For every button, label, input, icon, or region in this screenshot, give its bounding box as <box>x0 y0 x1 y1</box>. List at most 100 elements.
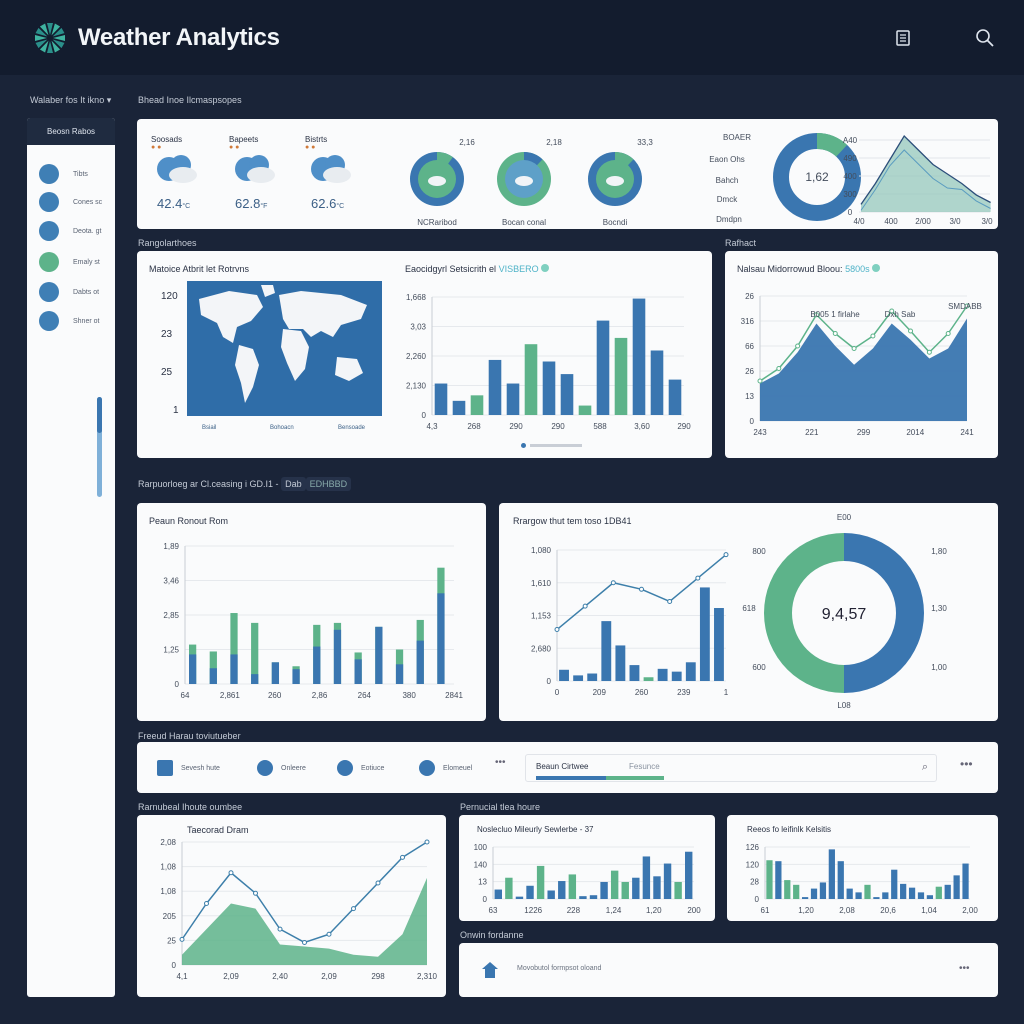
sidebar-item[interactable]: Tibts <box>39 164 88 184</box>
sidebar-scrollbar[interactable] <box>97 397 102 497</box>
x-tick: 3,60 <box>634 422 650 431</box>
chip[interactable]: Dab <box>281 477 306 491</box>
world-map[interactable] <box>187 281 382 416</box>
bar <box>819 882 827 899</box>
bar <box>801 897 809 899</box>
map-title: Matoice Atbrit let Rotrvns <box>149 264 250 274</box>
sidebar-item[interactable]: Dabts ot <box>39 282 99 302</box>
y-tick: 0 <box>547 677 552 686</box>
bar <box>578 405 592 415</box>
y-tick: 26 <box>745 367 754 376</box>
bar <box>313 646 321 684</box>
bar <box>674 881 682 899</box>
bar <box>663 863 672 899</box>
bar <box>953 875 960 899</box>
x-tick: 1,04 <box>921 906 937 915</box>
city-weather[interactable]: Bapeets ● ● 62.8°F <box>229 135 279 211</box>
bar <box>657 668 668 681</box>
bar <box>828 849 835 899</box>
combo-title: Rrargow thut tem toso 1DB41 <box>513 516 632 526</box>
x-tick: 2014 <box>906 428 924 437</box>
map-y-tick: 25 <box>161 367 173 378</box>
sidebar-dropdown[interactable]: Walaber fos It ikno ▾ <box>30 95 111 106</box>
donut-label: 618 <box>742 604 756 613</box>
city-weather[interactable]: Bistrts ● ● 62.6°C <box>305 135 355 211</box>
bar <box>944 884 951 899</box>
chip[interactable]: EDHBBD <box>305 477 352 491</box>
y-tick: 126 <box>746 843 760 852</box>
data-point <box>375 880 381 886</box>
more-icon[interactable]: ••• <box>495 757 506 768</box>
bar <box>935 886 942 899</box>
x-tick: 221 <box>805 428 819 437</box>
temperature-value: 42.4°C <box>157 196 201 211</box>
pager-track[interactable] <box>530 444 582 447</box>
ring-gauge[interactable]: 2,16 NCRaribod <box>407 133 497 233</box>
wave-card: Taecorad Dram 0 25 205 1,08 1,08 2,08 4,1 2,09 2… <box>137 815 446 997</box>
map-x-label: Bensoade <box>338 425 366 431</box>
donut-label: 1,00 <box>931 663 947 672</box>
bar <box>766 860 773 899</box>
list-icon[interactable] <box>894 29 912 47</box>
x-tick: 2,310 <box>417 972 438 981</box>
data-point <box>795 343 801 349</box>
search-input[interactable]: Fesunce <box>629 762 660 771</box>
toolbar-item[interactable]: Eotiuce <box>337 760 384 776</box>
sidebar-item-label: Tibts <box>73 170 88 178</box>
toolbar-item[interactable]: Elomeuel <box>419 760 472 776</box>
y-tick: 316 <box>741 317 755 326</box>
app-title: Weather Analytics <box>78 24 280 51</box>
sidebar-item[interactable]: Shner ot <box>39 311 99 331</box>
more-icon[interactable]: ••• <box>959 963 970 974</box>
city-weather[interactable]: Soosads ● ● 42.4°C <box>151 135 201 211</box>
spark-line <box>860 149 991 211</box>
x-tick: 298 <box>371 972 385 981</box>
bars3-chart: 0 28 120 126 61 1,20 2,08 20,6 1,04 2,00 <box>746 843 979 915</box>
x-tick: 61 <box>761 906 770 915</box>
ring-label: NCRaribod <box>417 218 457 227</box>
bar <box>784 880 791 899</box>
sidebar-item[interactable]: Deota. gt <box>39 221 101 241</box>
y-tick: 25 <box>167 936 176 945</box>
logo-petal <box>47 41 53 53</box>
y-tick: 13 <box>745 392 754 401</box>
tick-label: A40 <box>843 136 858 145</box>
overview-donut[interactable]: 1,62 BOAER Eaon Ohs Bahch Dmck Dmdpn <box>697 124 877 229</box>
combo-chart: 0 2,680 1,153 1,610 1,080 0 209 260 239 1 <box>531 546 729 697</box>
sidebar-item[interactable]: Cones sc <box>39 192 102 212</box>
ring-gauge[interactable]: 33,3 Bocndi <box>585 133 675 233</box>
pager-dot[interactable] <box>521 443 526 448</box>
section-label: Rangolarthoes <box>138 238 197 248</box>
search-box[interactable]: Beaun Cirtwee Fesunce ⌕ <box>525 754 937 782</box>
sidebar-item[interactable]: Emaly st <box>39 252 100 272</box>
ring-gauge[interactable]: 2,18 Bocan conal <box>494 133 584 233</box>
tick-label: 2/00 <box>915 217 931 226</box>
bar <box>837 861 844 899</box>
x-tick: 20,6 <box>880 906 896 915</box>
y-tick: 1,668 <box>406 293 427 302</box>
more-icon[interactable]: ••• <box>960 757 973 771</box>
grouped-card: Peaun Ronout Rom 0 1,25 2,85 3,46 1,89 64 2,86… <box>137 503 486 721</box>
logo-petal <box>47 23 53 35</box>
big-donut: 9,4,57 E00 800 1,80 1,30 1,00 L08 600 618 <box>742 513 947 710</box>
data-point <box>870 333 876 339</box>
x-tick: 588 <box>593 422 607 431</box>
search-icon[interactable] <box>975 28 995 48</box>
toolbar-item[interactable]: Sevesh hute <box>157 760 220 776</box>
data-point <box>776 366 782 371</box>
search-icon[interactable]: ⌕ <box>921 761 928 773</box>
bar <box>524 344 538 415</box>
bar <box>271 662 280 684</box>
bar <box>668 379 682 415</box>
y-tick: 1,08 <box>160 863 176 872</box>
search-label: Beaun Cirtwee <box>536 762 589 771</box>
bar <box>470 395 484 415</box>
toolbar-item[interactable]: Onleere <box>257 760 306 776</box>
cloud-icon <box>606 176 624 186</box>
bar <box>610 870 619 899</box>
x-tick: 1,20 <box>798 906 814 915</box>
scrollbar-thumb[interactable] <box>97 397 102 433</box>
tick-label: 4/0 <box>853 217 865 226</box>
bar <box>596 320 610 415</box>
dropdown-label: Walaber fos It ikno <box>30 95 105 105</box>
